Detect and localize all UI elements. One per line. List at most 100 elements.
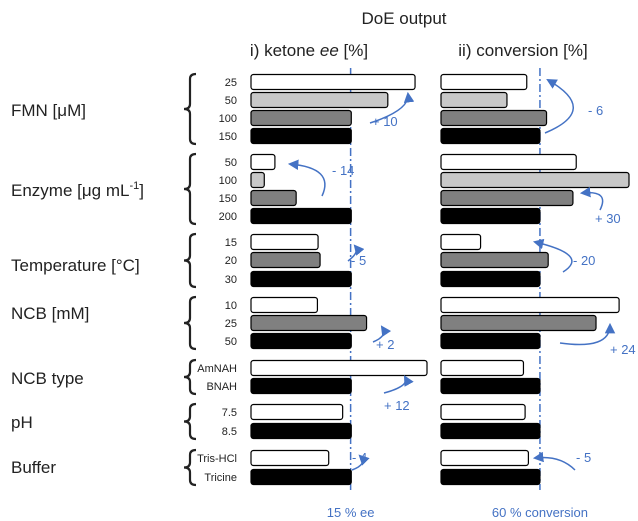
level-label-5-0: 7.5 <box>222 407 237 419</box>
conversion-bar-6-1 <box>440 468 541 486</box>
change-arrow-5 <box>351 454 370 471</box>
conversion-bar-0-2 <box>440 109 548 127</box>
change-arrow-2 <box>347 244 365 262</box>
change-arrow-7 <box>579 186 604 211</box>
group-label-2-text: Temperature [°C] <box>11 256 140 275</box>
level-label-3-2: 50 <box>225 336 237 348</box>
change-arrow-3 <box>372 325 392 343</box>
level-label-1-2: 150 <box>219 193 237 205</box>
change-label-10: - 5 <box>576 450 591 465</box>
ee-bar-2-0 <box>250 233 319 251</box>
level-label-6-1: Tricine <box>204 472 237 484</box>
ee-bar-0-1 <box>250 91 389 109</box>
group-bracket-2 <box>183 232 197 289</box>
panel-title-conversion: ii) conversion [%] <box>458 41 587 60</box>
change-arrow-4 <box>383 375 414 394</box>
ee-bar-1-1 <box>250 171 265 189</box>
change-label-7: + 30 <box>595 211 621 226</box>
change-label-3: + 2 <box>376 337 394 352</box>
conversion-bar-4-0 <box>440 359 525 377</box>
ee-bar-4-0 <box>250 359 428 377</box>
ee-bar-0-0 <box>250 73 416 91</box>
change-arrow-9 <box>559 322 616 346</box>
group-label-3: NCB [mM] <box>11 304 89 323</box>
ee-bar-5-1 <box>250 422 352 440</box>
reference-label-1: 60 % conversion <box>492 505 588 520</box>
group-label-6-text: Buffer <box>11 458 56 477</box>
level-label-2-2: 30 <box>225 274 237 286</box>
conversion-bar-3-1 <box>440 314 597 332</box>
change-arrow-10 <box>532 451 576 471</box>
group-label-3-text: NCB [mM] <box>11 304 89 323</box>
conversion-bar-5-0 <box>440 403 526 421</box>
panel-title-ketone-ee-prefix: i) ketone <box>250 41 320 60</box>
group-bracket-0 <box>183 72 197 146</box>
group-label-6: Buffer <box>11 458 56 477</box>
change-label-9: + 24 <box>610 342 636 357</box>
conversion-bar-0-1 <box>440 91 508 109</box>
level-label-5-1: 8.5 <box>222 426 237 438</box>
level-label-4-0: AmNAH <box>197 363 237 375</box>
panel-title-ketone-ee-italic: ee <box>320 41 339 60</box>
level-label-3-1: 25 <box>225 318 237 330</box>
level-label-2-1: 20 <box>225 255 237 267</box>
ee-bar-6-0 <box>250 449 330 467</box>
panel-title-ketone-ee-suffix: [%] <box>339 41 368 60</box>
conversion-bar-1-1 <box>440 171 630 189</box>
conversion-bar-2-0 <box>440 233 482 251</box>
ee-bar-3-0 <box>250 296 319 314</box>
level-label-1-1: 100 <box>219 175 237 187</box>
ee-bar-2-1 <box>250 251 321 269</box>
panel-title-ketone-ee: i) ketone ee [%] <box>250 41 368 60</box>
conversion-bar-2-1 <box>440 251 549 269</box>
group-label-1-sup: -1 <box>129 180 139 192</box>
change-label-2: - 5 <box>351 253 366 268</box>
group-bracket-5 <box>183 402 197 441</box>
level-label-0-1: 50 <box>225 95 237 107</box>
level-label-1-0: 50 <box>225 157 237 169</box>
group-label-0-text: FMN [μM] <box>11 101 86 120</box>
level-label-1-3: 200 <box>219 211 237 223</box>
group-label-1-text: Enzyme [μg mL <box>11 181 129 200</box>
level-label-0-2: 100 <box>219 113 237 125</box>
conversion-bar-3-0 <box>440 296 620 314</box>
group-bracket-3 <box>183 295 197 351</box>
conversion-bar-3-2 <box>440 332 541 350</box>
group-bracket-6 <box>183 448 197 487</box>
change-arrow-0 <box>369 91 415 124</box>
level-label-6-0: Tris-HCl <box>197 453 237 465</box>
ee-bar-1-0 <box>250 153 276 171</box>
level-label-2-0: 15 <box>225 237 237 249</box>
change-label-4: + 12 <box>384 398 410 413</box>
group-label-2: Temperature [°C] <box>11 256 140 275</box>
ee-bar-2-2 <box>250 270 352 288</box>
conversion-bar-5-1 <box>440 422 541 440</box>
change-arrow-6 <box>544 78 574 134</box>
level-label-4-1: BNAH <box>206 381 237 393</box>
change-label-8: - 20 <box>573 253 595 268</box>
conversion-bar-6-0 <box>440 449 530 467</box>
level-label-0-0: 25 <box>225 77 237 89</box>
ee-bar-1-3 <box>250 207 352 225</box>
change-label-5: - 4 <box>352 450 367 465</box>
level-label-0-3: 150 <box>219 131 237 143</box>
ee-bar-4-1 <box>250 377 352 395</box>
ee-bar-3-2 <box>250 332 352 350</box>
ee-bar-3-1 <box>250 314 368 332</box>
ee-bar-0-3 <box>250 127 352 145</box>
group-label-4-text: NCB type <box>11 369 84 388</box>
conversion-bar-2-2 <box>440 270 541 288</box>
change-arrow-1 <box>287 159 326 197</box>
ee-bar-6-1 <box>250 468 352 486</box>
level-label-3-0: 10 <box>225 300 237 312</box>
conversion-bar-0-0 <box>440 73 528 91</box>
change-label-1: - 14 <box>332 163 354 178</box>
conversion-bar-1-2 <box>440 189 574 207</box>
conversion-bar-0-3 <box>440 127 541 145</box>
change-label-0: + 10 <box>372 114 398 129</box>
ee-bar-1-2 <box>250 189 297 207</box>
group-label-1-end: ] <box>139 181 144 200</box>
ee-bar-5-0 <box>250 403 344 421</box>
group-label-0: FMN [μM] <box>11 101 86 120</box>
